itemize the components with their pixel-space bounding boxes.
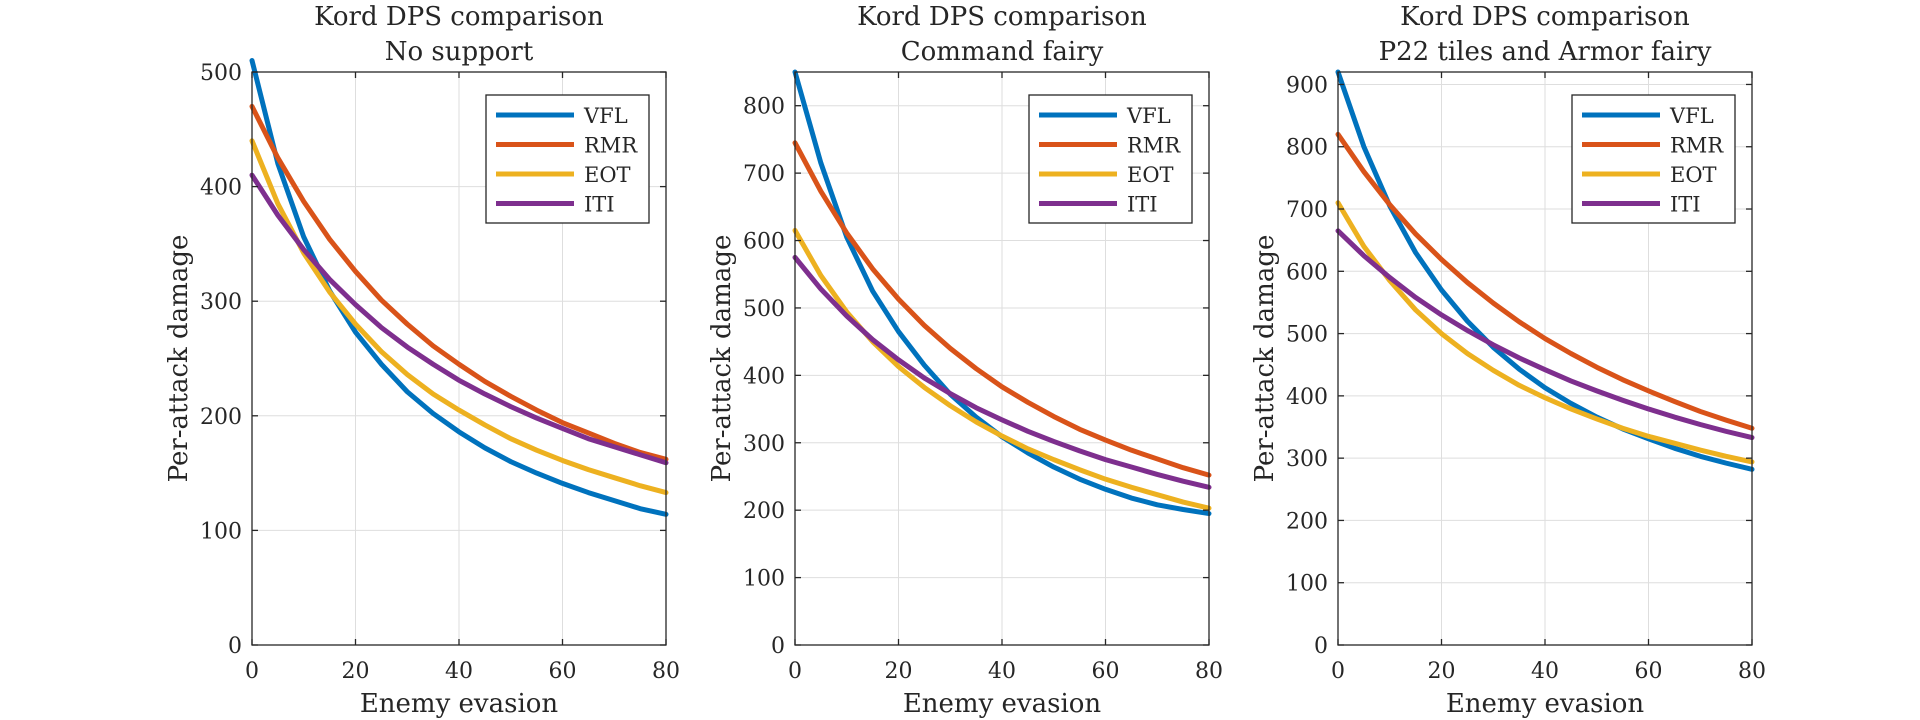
series-line-vfl <box>1335 69 1755 472</box>
x-tick-label: 0 <box>788 659 802 684</box>
x-tick-label: 0 <box>245 659 259 684</box>
y-tick-label: 100 <box>743 567 785 592</box>
y-tick-label: 300 <box>743 432 785 457</box>
series-line-iti <box>792 254 1212 490</box>
x-axis-label: Enemy evasion <box>903 689 1102 719</box>
y-tick-label: 200 <box>1286 509 1328 534</box>
legend-label-rmr: RMR <box>1670 134 1724 158</box>
y-axis-label: Per-attack damage <box>1250 235 1280 483</box>
y-tick-label: 300 <box>1286 447 1328 472</box>
legend-label-eot: EOT <box>584 163 631 187</box>
series-line-eot <box>1335 200 1755 465</box>
legend: VFL RMR EOT ITI <box>485 94 650 224</box>
y-tick-label: 0 <box>1314 634 1328 659</box>
x-tick-label: 80 <box>652 659 680 684</box>
chart-subtitle: Command fairy <box>901 37 1104 67</box>
legend-label-iti: ITI <box>1127 193 1158 217</box>
y-axis-label: Per-attack damage <box>164 235 194 483</box>
y-tick-label: 400 <box>200 176 242 201</box>
chart-panel-1: 0 20 40 60 80 0 100 200 300 400 500 Kord DPS compar… <box>164 2 680 719</box>
x-tick-label: 0 <box>1331 659 1345 684</box>
y-axis-label: Per-attack damage <box>707 235 737 483</box>
chart-title: Kord DPS comparison <box>857 2 1147 32</box>
y-tick-label: 0 <box>228 634 242 659</box>
y-tick-label: 400 <box>1286 385 1328 410</box>
y-tick-label: 500 <box>200 61 242 86</box>
y-tick-label: 200 <box>200 405 242 430</box>
legend: VFL RMR EOT ITI <box>1571 94 1736 224</box>
x-tick-label: 40 <box>445 659 473 684</box>
y-tick-label: 100 <box>200 519 242 544</box>
series-line-eot <box>249 138 669 496</box>
series-line-rmr <box>792 140 1212 478</box>
x-tick-label: 20 <box>1428 659 1456 684</box>
y-tick-label: 600 <box>1286 260 1328 285</box>
legend-label-eot: EOT <box>1670 163 1717 187</box>
series-line-rmr <box>1335 131 1755 431</box>
y-tick-label: 600 <box>743 230 785 255</box>
y-tick-label: 500 <box>743 297 785 322</box>
x-tick-label: 20 <box>885 659 913 684</box>
x-axis-label: Enemy evasion <box>360 689 559 719</box>
legend-label-vfl: VFL <box>1669 104 1714 128</box>
chart-subtitle: No support <box>385 37 534 67</box>
y-tick-label: 300 <box>200 290 242 315</box>
legend-label-eot: EOT <box>1127 163 1174 187</box>
legend-label-vfl: VFL <box>583 104 628 128</box>
y-tick-label: 800 <box>743 95 785 120</box>
legend-label-iti: ITI <box>1670 193 1701 217</box>
y-tick-label: 800 <box>1286 136 1328 161</box>
x-axis-label: Enemy evasion <box>1446 689 1645 719</box>
series-line-rmr <box>249 103 669 462</box>
legend-label-rmr: RMR <box>1127 134 1181 158</box>
y-tick-label: 400 <box>743 364 785 389</box>
x-tick-label: 40 <box>1531 659 1559 684</box>
x-tick-label: 60 <box>549 659 577 684</box>
y-tick-label: 700 <box>743 162 785 187</box>
y-tick-label: 200 <box>743 499 785 524</box>
chart-subtitle: P22 tiles and Armor fairy <box>1379 37 1712 67</box>
x-tick-label: 60 <box>1092 659 1120 684</box>
series-line-iti <box>249 172 669 466</box>
y-tick-label: 100 <box>1286 572 1328 597</box>
chart-title: Kord DPS comparison <box>314 2 604 32</box>
legend-label-rmr: RMR <box>584 134 638 158</box>
chart-title: Kord DPS comparison <box>1400 2 1690 32</box>
legend-label-vfl: VFL <box>1126 104 1171 128</box>
series-line-iti <box>1335 228 1755 441</box>
y-tick-label: 700 <box>1286 198 1328 223</box>
x-tick-label: 20 <box>342 659 370 684</box>
x-tick-label: 80 <box>1195 659 1223 684</box>
y-tick-label: 500 <box>1286 323 1328 348</box>
legend: VFL RMR EOT ITI <box>1028 94 1193 224</box>
chart-panel-3: 0 20 40 60 800100200300400500600700800900Kor… <box>1250 2 1766 719</box>
legend-label-iti: ITI <box>584 193 615 217</box>
x-tick-label: 40 <box>988 659 1016 684</box>
x-tick-label: 60 <box>1635 659 1663 684</box>
x-tick-label: 80 <box>1738 659 1766 684</box>
y-tick-label: 0 <box>771 634 785 659</box>
y-tick-label: 900 <box>1286 73 1328 98</box>
